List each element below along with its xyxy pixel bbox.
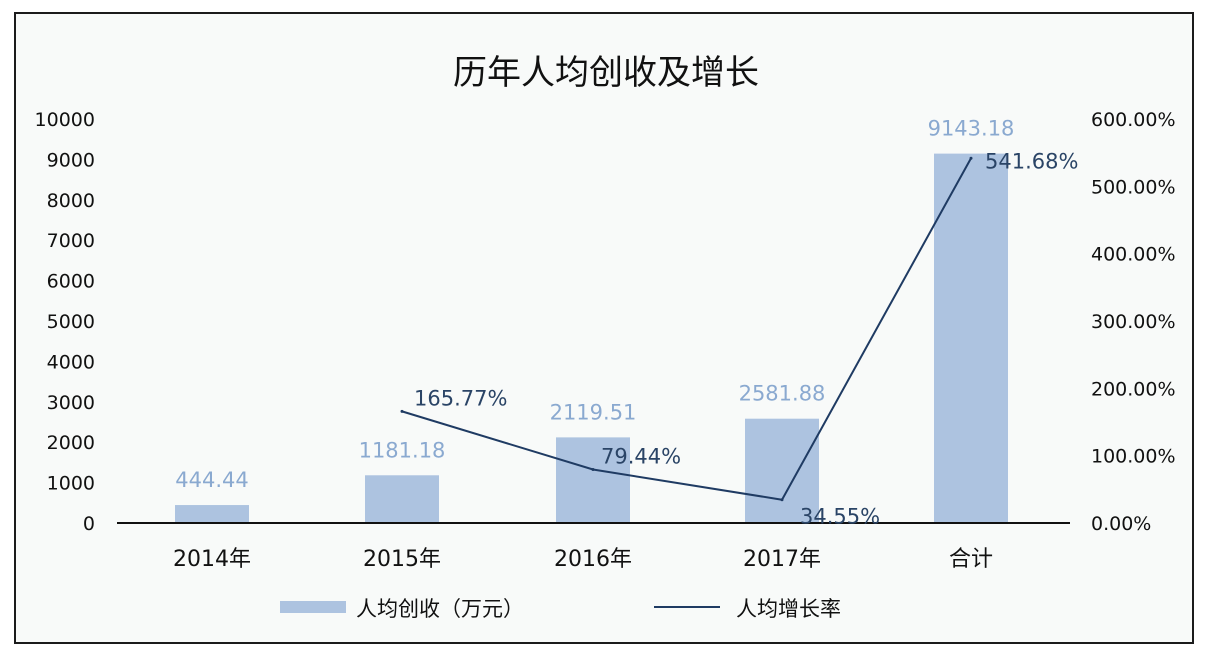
left-tick-label: 2000: [47, 432, 95, 454]
left-tick-label: 0: [83, 513, 95, 535]
category-label: 2015年: [363, 547, 441, 572]
line-value-label: 79.44%: [601, 445, 681, 469]
left-tick-label: 5000: [47, 311, 95, 333]
bar: [175, 505, 249, 523]
bar-value-label: 2581.88: [739, 382, 826, 406]
line-series: 165.77% 79.44% 34.55% 541.68%: [400, 149, 1078, 529]
bar-value-label: 1181.18: [359, 438, 446, 462]
bar: [556, 437, 630, 523]
legend-bar-swatch: [280, 601, 346, 613]
category-label: 2016年: [554, 547, 632, 572]
line-value-label: 34.55%: [800, 505, 880, 529]
growth-line: [401, 157, 972, 501]
right-tick-label: 600.00%: [1091, 109, 1176, 131]
right-tick-label: 300.00%: [1091, 311, 1176, 333]
left-tick-label: 1000: [47, 473, 95, 495]
left-tick-label: 3000: [47, 392, 95, 414]
legend: 人均创收（万元） 人均增长率: [280, 597, 841, 621]
legend-bar-label: 人均创收（万元）: [356, 597, 524, 621]
bar-value-label: 9143.18: [928, 117, 1015, 141]
category-label: 2017年: [743, 547, 821, 572]
category-label: 合计: [949, 547, 993, 572]
line-point: [400, 409, 404, 413]
right-tick-label: 100.00%: [1091, 446, 1176, 468]
left-tick-label: 7000: [47, 230, 95, 252]
bar-value-label: 2119.51: [550, 400, 637, 424]
right-tick-label: 200.00%: [1091, 378, 1176, 400]
left-axis: 0 1000 2000 3000 4000 5000 6000 7000 8000 9000 100…: [35, 109, 95, 535]
line-value-label: 165.77%: [414, 386, 507, 410]
bar-series: 444.44 1181.18 2119.51 2581.88 9143.18: [175, 117, 1014, 523]
right-tick-label: 500.00%: [1091, 176, 1176, 198]
bar: [745, 418, 819, 523]
line-point: [969, 156, 973, 160]
line-point: [591, 468, 595, 472]
left-tick-label: 9000: [47, 149, 95, 171]
bar: [365, 475, 439, 523]
left-tick-label: 6000: [47, 271, 95, 293]
line-value-label: 541.68%: [985, 149, 1078, 173]
right-tick-label: 0.00%: [1091, 513, 1151, 535]
legend-line-label: 人均增长率: [736, 597, 841, 621]
bar-value-label: 444.44: [175, 468, 248, 492]
line-point: [780, 498, 784, 502]
bar: [934, 153, 1008, 523]
category-labels: 2014年 2015年 2016年 2017年 合计: [173, 547, 993, 572]
left-tick-label: 8000: [47, 190, 95, 212]
right-axis: 0.00% 100.00% 200.00% 300.00% 400.00% 500.00%…: [1091, 109, 1176, 535]
chart-title: 历年人均创收及增长: [453, 53, 759, 93]
right-tick-label: 400.00%: [1091, 244, 1176, 266]
category-label: 2014年: [173, 547, 251, 572]
left-tick-label: 4000: [47, 351, 95, 373]
left-tick-label: 10000: [35, 109, 95, 131]
